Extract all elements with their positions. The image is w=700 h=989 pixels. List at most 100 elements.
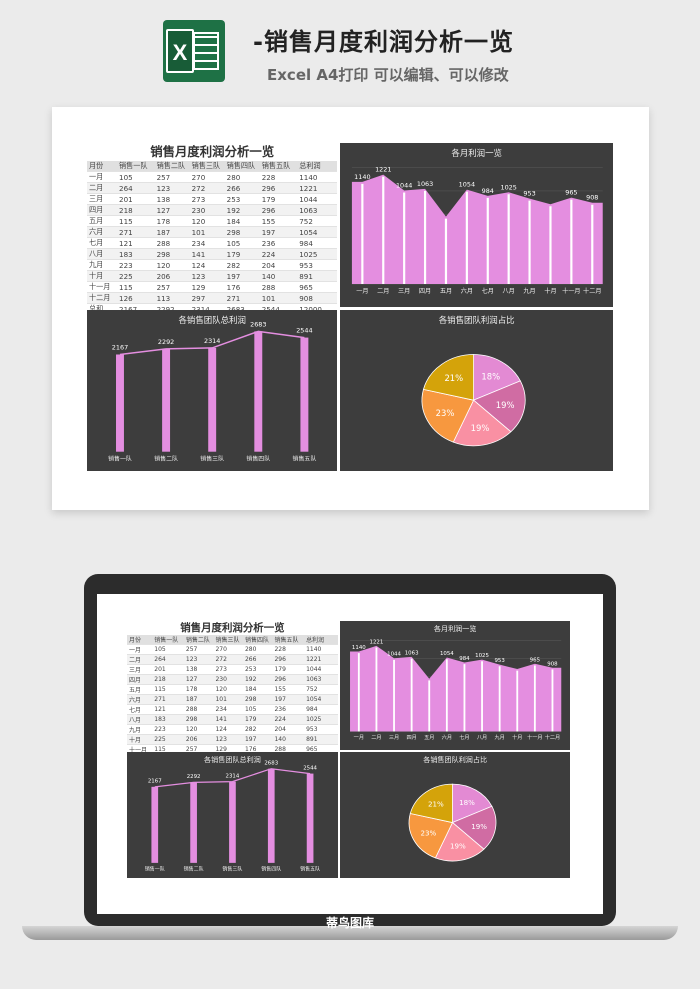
monthly-profit-chart: 1140 一月 1221 二月 1044 三月 1063 四月 五月 1054 六月 984 七月 102…: [350, 639, 562, 741]
table-cell: 266: [242, 654, 273, 666]
table-cell: 257: [154, 281, 190, 294]
table-cell: 253: [242, 664, 273, 676]
table-cell: 273: [189, 193, 225, 206]
table-cell: 187: [183, 694, 214, 706]
table-cell: 五月: [87, 215, 118, 228]
table-cell: 120: [183, 724, 214, 736]
table-cell: 298: [154, 248, 190, 261]
slice-label: 18%: [482, 371, 501, 381]
table-cell: 752: [297, 215, 338, 228]
table-cell: 192: [242, 674, 273, 686]
table-cell: 120: [213, 684, 243, 696]
table-cell: 115: [117, 215, 155, 228]
tick-label: 销售二队: [154, 455, 178, 463]
table-row: 四月 218 127 230 192 296 1063: [87, 204, 338, 217]
table-cell: 113: [154, 292, 190, 305]
table-cell: 123: [183, 654, 214, 666]
pie-slice: [452, 805, 497, 850]
table-cell: 七月: [87, 237, 118, 250]
table-cell: 230: [213, 674, 243, 686]
table-cell: 124: [213, 724, 243, 736]
team-profit-chart: 2167 销售一队 2292 销售二队 2314 销售三队 2683 销售四队 2544 销售五队: [145, 761, 320, 873]
table-cell: 206: [154, 270, 190, 283]
table-cell: 187: [154, 226, 190, 239]
data-label: 2544: [296, 327, 312, 335]
column-header: 销售五队: [272, 635, 305, 646]
team-profit-chart: 2167 销售一队 2292 销售二队 2314 销售三队 2683 销售四队 2544 销售五队: [108, 320, 316, 463]
team-profit-panel: 各销售团队总利润 2167 销售一队 2292 销售二队 2314 销售三队 2683 销售四队…: [127, 752, 338, 878]
data-label: 1054: [440, 651, 454, 657]
table-cell: 253: [224, 193, 260, 206]
team-bar: [208, 347, 217, 452]
table-cell: 197: [224, 270, 260, 283]
data-label: 2314: [226, 773, 240, 779]
data-label: 1044: [396, 182, 412, 190]
table-cell: 280: [224, 171, 260, 184]
slice-label: 21%: [428, 799, 444, 808]
table-cell: 257: [154, 171, 190, 184]
table-cell: 124: [189, 259, 225, 272]
table-cell: 965: [297, 281, 338, 294]
tick-label: 六月: [442, 733, 452, 741]
table-cell: 296: [259, 182, 298, 195]
table-cell: 953: [297, 259, 338, 272]
table-row: 二月 264 123 272 266 296 1221: [87, 182, 338, 195]
table-cell: 179: [259, 193, 298, 206]
table-cell: 296: [259, 204, 298, 217]
tick-label: 十一月: [527, 733, 543, 741]
brand-label: 蒂鸟图库: [325, 916, 374, 930]
logo-grid: [193, 32, 219, 70]
pie-slice: [453, 399, 512, 447]
table-cell: 218: [117, 204, 155, 217]
table-cell: 272: [189, 182, 225, 195]
tick-label: 九月: [495, 733, 505, 741]
data-label: 908: [548, 661, 559, 667]
table-cell: 891: [304, 734, 338, 746]
column-header: 销售四队: [224, 161, 260, 173]
tick-label: 五月: [440, 288, 452, 295]
data-label: 1140: [355, 173, 371, 181]
table-cell: 127: [183, 674, 214, 686]
table-header-row: 月份 销售一队 销售二队 销售三队 销售四队 销售五队 总利润: [87, 161, 338, 173]
excel-icon: X: [163, 20, 225, 82]
table-cell: 178: [154, 215, 190, 228]
pie-slice: [435, 821, 485, 862]
tick-label: 销售一队: [108, 455, 132, 463]
data-label: 1044: [388, 652, 402, 658]
table-cell: 179: [272, 664, 305, 676]
table-cell: 298: [183, 714, 214, 726]
tick-label: 四月: [419, 288, 431, 295]
table-cell: 201: [152, 664, 184, 676]
data-label: 2292: [187, 774, 201, 780]
slice-label: 23%: [436, 408, 455, 418]
column-header: 总利润: [304, 635, 338, 646]
profit-table: 月份 销售一队 销售二队 销售三队 销售四队 销售五队 总利润 一月 105 257 270 280 2…: [87, 161, 338, 316]
table-cell: 1025: [297, 248, 338, 261]
table-cell: 140: [272, 734, 305, 746]
table-cell: 223: [152, 724, 184, 736]
data-label: 953: [524, 190, 536, 198]
table-cell: 236: [259, 237, 298, 250]
team-bar: [267, 768, 275, 863]
table-cell: 1221: [304, 654, 338, 666]
table-cell: 1054: [297, 226, 338, 239]
tick-label: 六月: [461, 287, 473, 295]
table-cell: 155: [272, 684, 305, 696]
team-bar: [300, 337, 309, 452]
tick-label: 三月: [389, 734, 399, 741]
table-cell: 七月: [127, 704, 153, 716]
table-cell: 288: [154, 237, 190, 250]
table-cell: 四月: [127, 674, 153, 686]
tick-label: 销售二队: [184, 865, 204, 872]
data-label: 2314: [204, 337, 220, 345]
data-label: 965: [530, 657, 540, 663]
profit-share-panel: 各销售团队利润占比 18% 19% 19% 23% 21%: [340, 752, 570, 878]
pie-slice: [423, 354, 475, 401]
table-cell: 1063: [304, 674, 338, 686]
page-subtitle: Excel A4打印 可以编辑、可以修改: [267, 66, 509, 84]
slice-label: 23%: [421, 829, 437, 838]
table-cell: 984: [297, 237, 338, 250]
table-cell: 228: [259, 171, 298, 184]
chart-title: 各销售团队利润占比: [423, 755, 488, 765]
table-cell: 184: [224, 215, 260, 228]
